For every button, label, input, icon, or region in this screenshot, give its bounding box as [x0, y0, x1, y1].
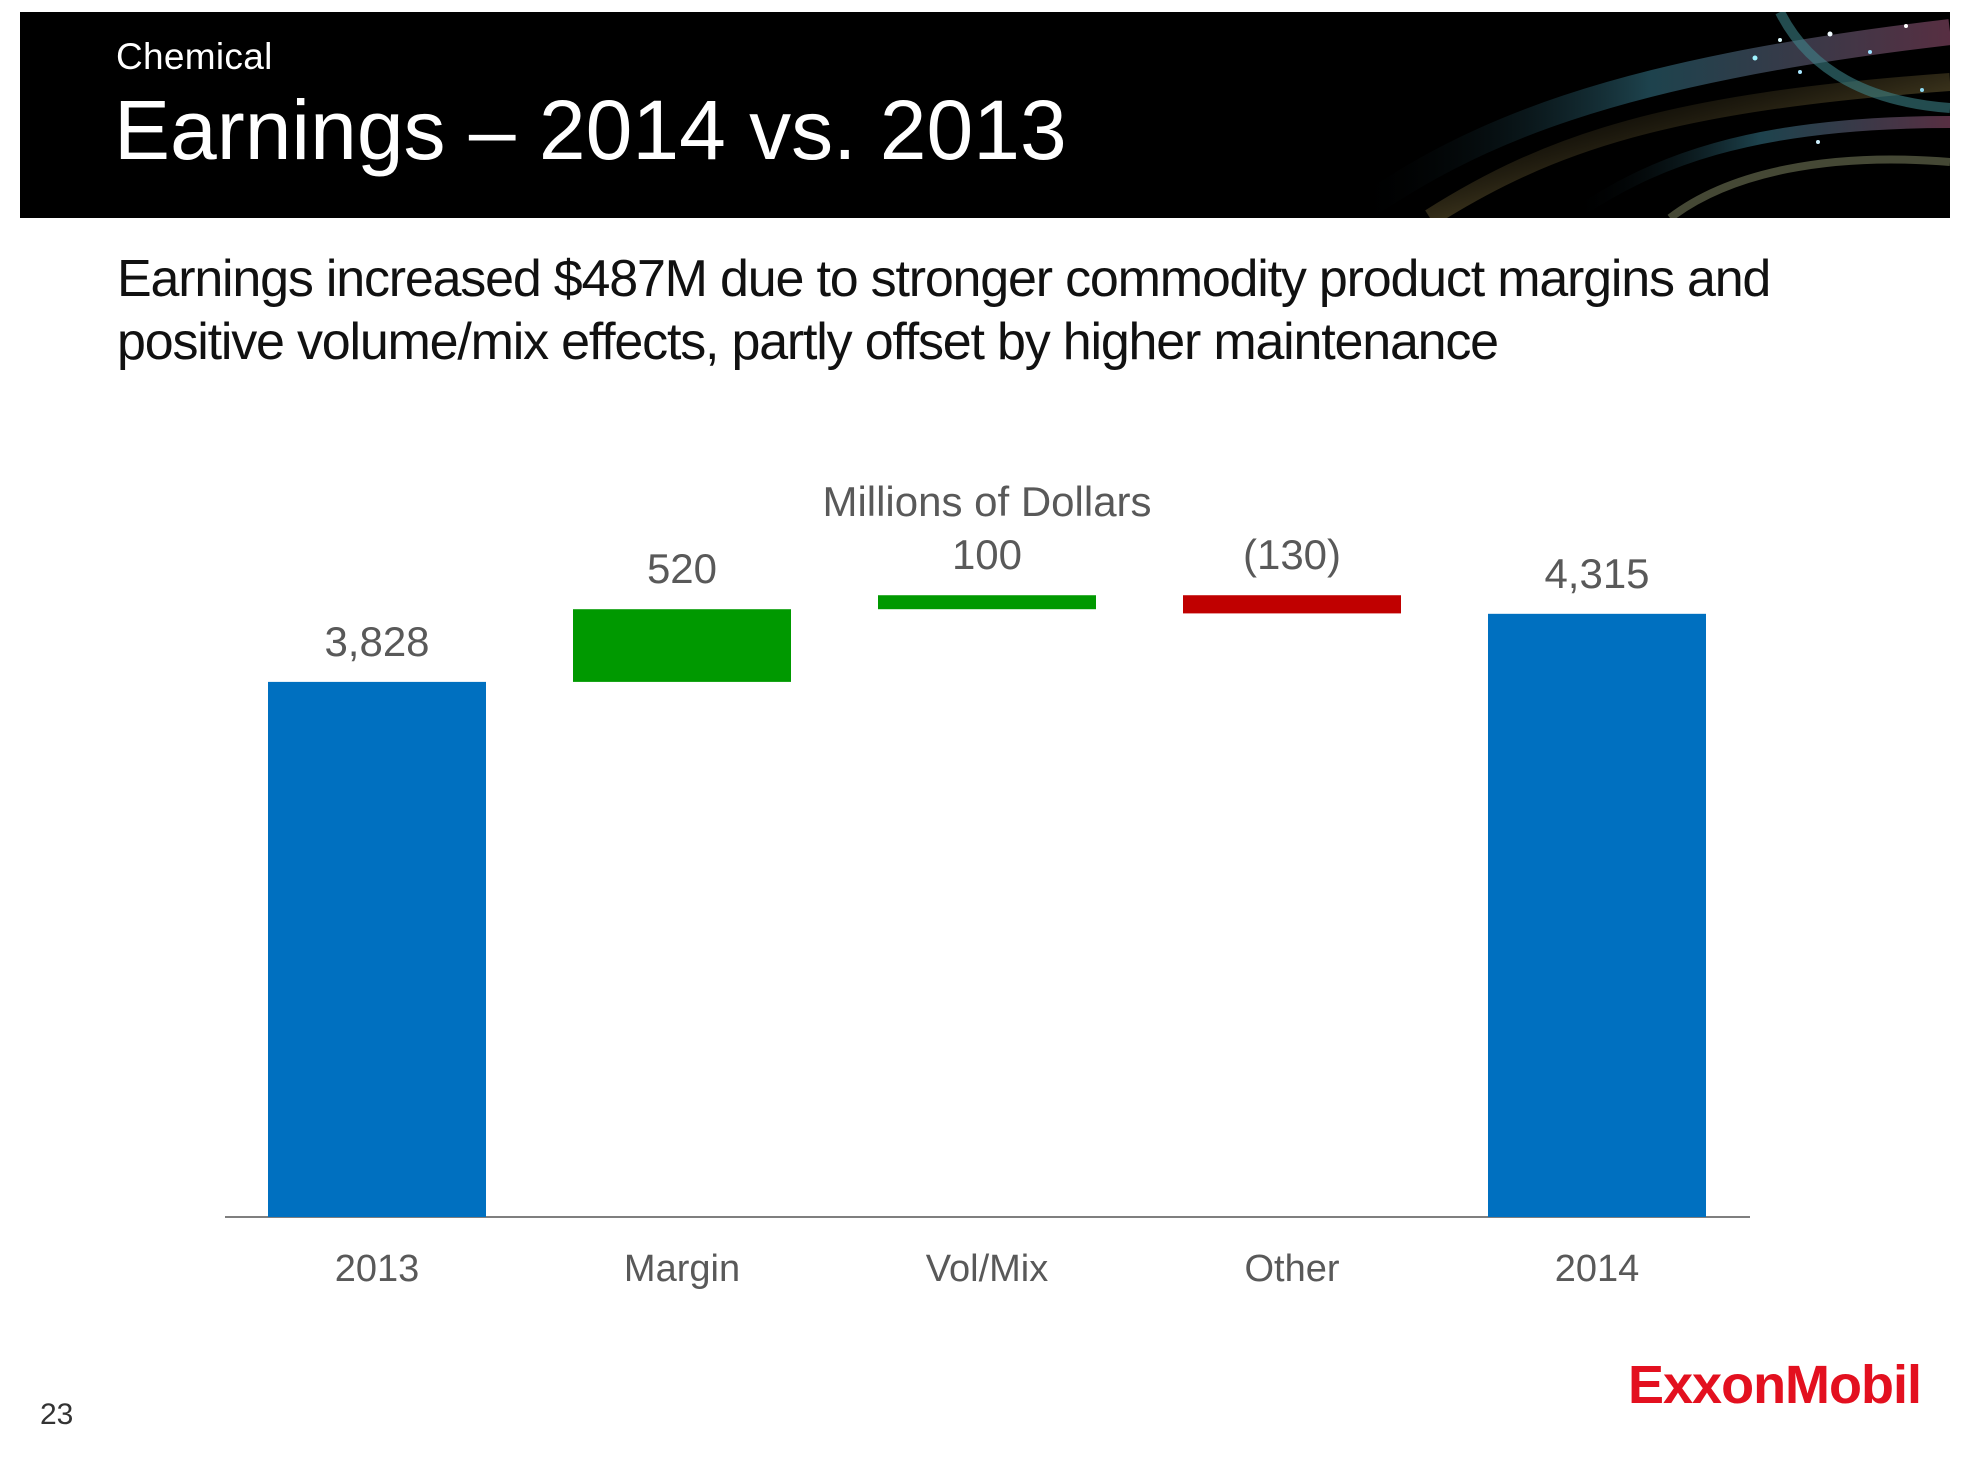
x-tick-label: 2014 — [1555, 1248, 1640, 1290]
headline-line-1: Earnings increased $487M due to stronger… — [117, 250, 1771, 308]
headline: Earnings increased $487M due to stronger… — [117, 248, 1917, 374]
bar-2014 — [1488, 613, 1706, 1217]
headline-line-2: positive volume/mix effects, partly offs… — [117, 313, 1499, 371]
header-band: Chemical Earnings – 2014 vs. 2013 — [20, 12, 1950, 218]
bar-2013 — [268, 681, 486, 1217]
bar-vol-mix — [878, 595, 1096, 610]
data-label: 3,828 — [324, 618, 429, 665]
data-label: (130) — [1243, 531, 1341, 578]
slide-title: Earnings – 2014 vs. 2013 — [114, 83, 1067, 177]
page-number: 23 — [40, 1398, 74, 1431]
x-tick-label: 2013 — [335, 1248, 420, 1290]
exxonmobil-logo: ExxonMobil — [1628, 1355, 1922, 1415]
bar-margin — [573, 609, 791, 682]
data-label: 520 — [647, 545, 717, 592]
section-label: Chemical — [116, 36, 273, 77]
decorative-header-image — [1342, 12, 1950, 218]
x-tick-label: Other — [1244, 1248, 1339, 1290]
x-tick-label: Margin — [624, 1248, 740, 1290]
chart-title: Millions of Dollars — [822, 478, 1151, 525]
data-label: 100 — [952, 531, 1022, 578]
bar-other — [1183, 595, 1401, 614]
x-tick-label: Vol/Mix — [926, 1248, 1048, 1290]
data-label: 4,315 — [1544, 550, 1649, 597]
